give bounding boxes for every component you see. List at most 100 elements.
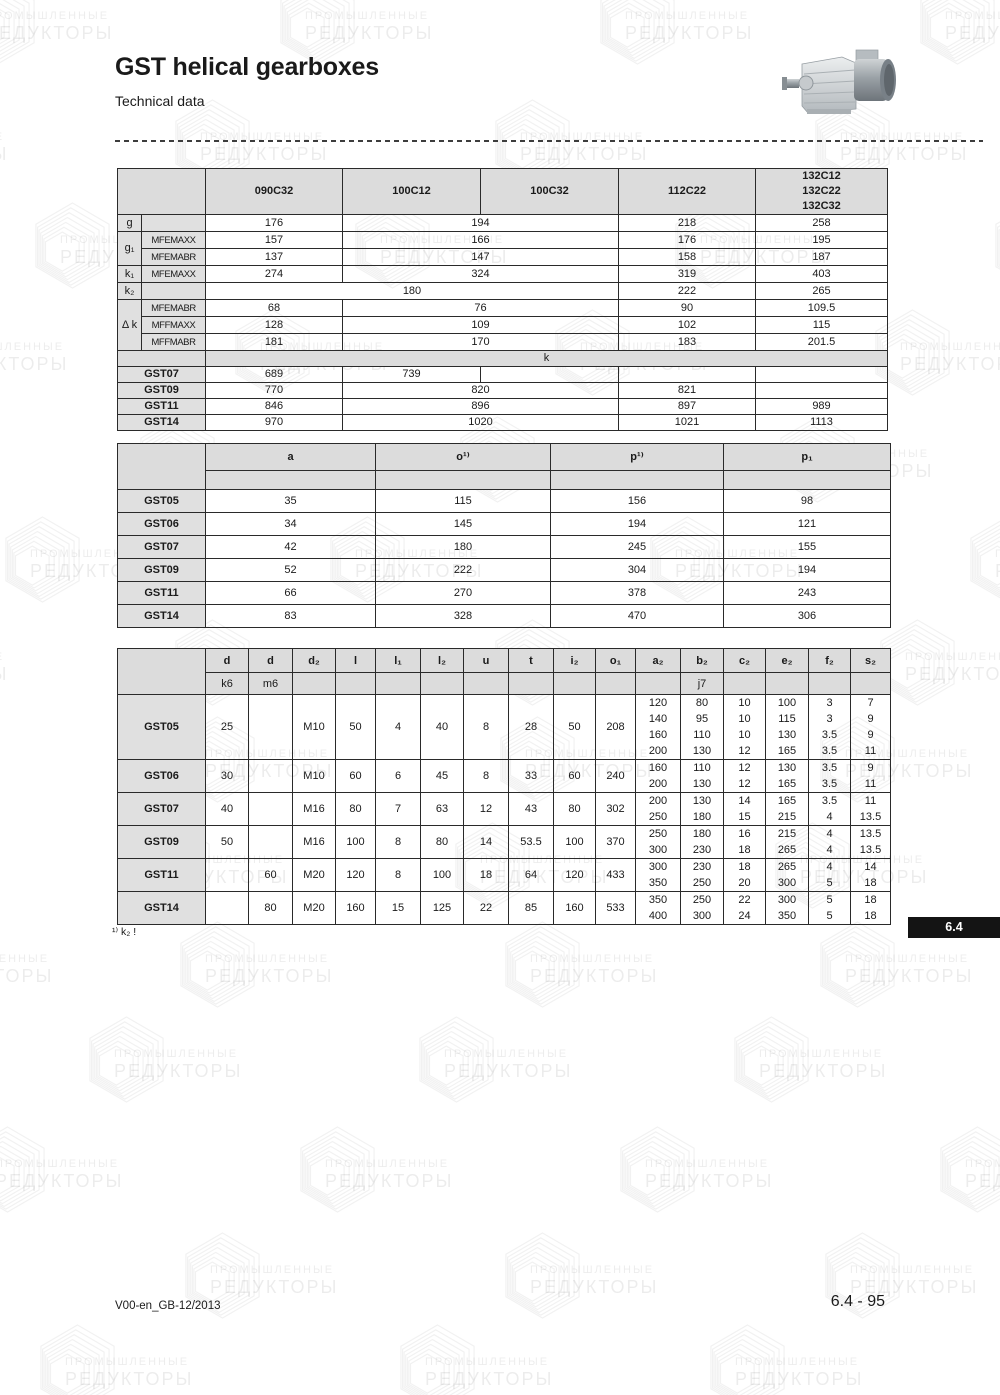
value-cell: 63: [420, 792, 464, 826]
value-cell: 3 3 3.5 3.5: [808, 694, 851, 760]
watermark-hexagon-icon: [40, 1324, 115, 1395]
watermark-hexagon-icon: [620, 1126, 695, 1213]
value-cell: 4 4: [808, 825, 851, 859]
column-header-cell: a₂: [635, 648, 681, 673]
header-cell: [463, 672, 509, 695]
value-cell: 181: [205, 333, 343, 351]
value-cell: 14 18: [850, 858, 891, 892]
row-label-cell: GST14: [117, 891, 206, 925]
value-cell: 265: [755, 282, 888, 300]
value-cell: 100: [420, 858, 464, 892]
row-label-cell: GST06: [117, 759, 206, 793]
gearbox-dimensions-table: a o¹⁾ p¹⁾ p₁ GST05 35 115 156 98 GST06 34 145 194 121…: [117, 443, 891, 628]
watermark-text-line2: РЕДУКТОРЫ: [0, 966, 54, 986]
column-header-cell: i₂: [553, 648, 596, 673]
value-cell: 100: [553, 825, 596, 859]
row-label-cell: MFFMABR: [141, 333, 206, 351]
column-header-cell: c₂: [723, 648, 766, 673]
value-cell: 28: [508, 694, 554, 760]
value-cell: 160 200: [635, 759, 681, 793]
value-cell: 176: [618, 231, 756, 249]
value-cell: 7: [375, 792, 421, 826]
watermark-text-line2: РЕДУКТОРЫ: [520, 144, 649, 164]
watermark-hexagon-icon: [970, 520, 1000, 599]
value-cell: 155: [723, 535, 891, 559]
header-cell: [117, 168, 206, 215]
value-cell: 42: [205, 535, 376, 559]
watermark-text-line1: ПРОМЫШЛЕННЫЕ: [530, 1264, 655, 1276]
watermark-text-line1: ПРОМЫШЛЕННЫЕ: [965, 1158, 1000, 1170]
column-header-cell: s₂: [850, 648, 891, 673]
value-cell: 34: [205, 512, 376, 536]
value-cell: 16 18: [723, 825, 766, 859]
column-header-cell: 100C32: [480, 168, 619, 215]
watermark-hexagon-icon: [995, 221, 1000, 270]
value-cell: 13.5 13.5: [850, 825, 891, 859]
value-cell: 180: [375, 535, 551, 559]
value-cell: 328: [375, 604, 551, 628]
value-cell: 22 24: [723, 891, 766, 925]
column-header-cell: b₂: [680, 648, 724, 673]
value-cell: 378: [550, 581, 724, 605]
value-cell: 897: [618, 398, 756, 415]
watermark-text-line1: ПРОМЫШЛЕННЫЕ: [0, 131, 4, 143]
watermark-text-line2: РЕДУКТОРЫ: [530, 966, 659, 986]
value-cell: 102: [618, 316, 756, 334]
watermark-text-line2: РЕДУКТОРЫ: [425, 1369, 554, 1389]
value-cell: 157: [205, 231, 343, 249]
watermark-hexagon-icon: [419, 1016, 494, 1103]
value-cell: 115: [375, 489, 551, 513]
value-cell: 265 300: [765, 858, 809, 892]
watermark-text-line2: РЕДУКТОРЫ: [0, 23, 114, 43]
value-cell: 83: [205, 604, 376, 628]
value-cell: 4: [375, 694, 421, 760]
value-cell: 306: [723, 604, 891, 628]
value-cell: 130 165: [765, 759, 809, 793]
value-cell: 183: [618, 333, 756, 351]
watermark-text-line1: ПРОМЫШЛЕННЫЕ: [945, 10, 1000, 22]
shaft-dimensions-table: d d d₂ l l₁ l₂ u t i₂ o₁ a₂ b₂ c₂ e₂ f₂ s₂ k6 m6 j7 GST05 25…: [117, 648, 891, 925]
value-cell: 160: [335, 891, 376, 925]
row-label-cell: GST05: [117, 489, 206, 513]
row-label-cell: k₁: [117, 265, 142, 283]
value-cell: 8: [463, 759, 509, 793]
value-cell: 5 5: [808, 891, 851, 925]
value-cell: 12 12: [723, 759, 766, 793]
value-cell: 156: [550, 489, 724, 513]
header-cell: [335, 672, 376, 695]
value-cell: 218: [618, 214, 756, 232]
watermark-text-line2: РЕДУКТОРЫ: [735, 1369, 864, 1389]
value-cell: 739: [342, 366, 481, 383]
value-cell: 18 20: [723, 858, 766, 892]
row-label-cell: MFEMABR: [141, 299, 206, 317]
watermark-hexagon-icon: [820, 921, 895, 1008]
value-cell: 130 180: [680, 792, 724, 826]
value-cell: 3.5 3.5: [808, 759, 851, 793]
value-cell: 14 15: [723, 792, 766, 826]
column-header-cell: 090C32: [205, 168, 343, 215]
row-label-cell: k₂: [117, 282, 142, 300]
watermark-text-line1: ПРОМЫШЛЕННЫЕ: [905, 651, 1000, 663]
page-title: GST helical gearboxes: [115, 53, 379, 81]
value-cell: 15: [375, 891, 421, 925]
value-cell: 80 95 110 130: [680, 694, 724, 760]
value-cell: 245: [550, 535, 724, 559]
watermark-hexagon-icon: [505, 921, 580, 1008]
value-cell: 25: [205, 694, 249, 760]
value-cell: 180 230: [680, 825, 724, 859]
value-cell: M16: [292, 792, 336, 826]
column-header-cell: d: [205, 648, 249, 673]
value-cell: 302: [595, 792, 636, 826]
value-cell: 30: [205, 759, 249, 793]
row-label-cell: g: [117, 214, 142, 232]
value-cell: 201.5: [755, 333, 888, 351]
mounting-foot: [807, 109, 851, 114]
value-cell: 820: [342, 382, 619, 399]
